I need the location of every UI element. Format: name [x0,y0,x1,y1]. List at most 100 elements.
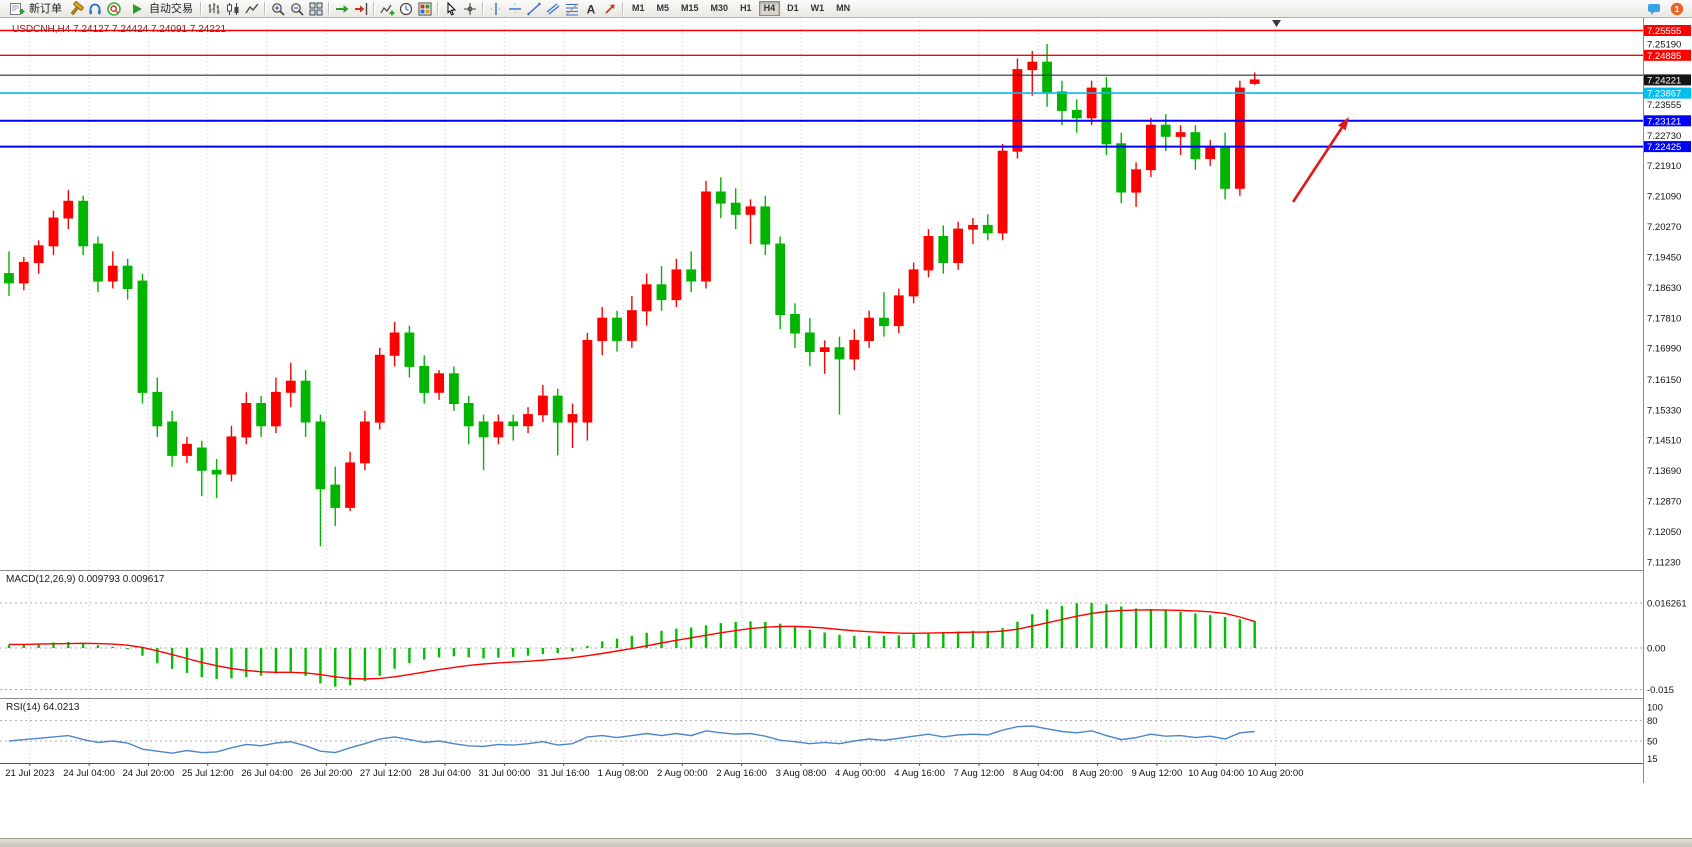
svg-text:7.11230: 7.11230 [1647,557,1681,568]
svg-text:9 Aug 12:00: 9 Aug 12:00 [1132,768,1183,779]
timeframe-mn[interactable]: MN [836,3,851,13]
auto-trading-button-label: 自动交易 [149,2,193,15]
headset-icon[interactable] [85,1,104,17]
timeframe-m15[interactable]: M15 [681,3,699,13]
candles [4,44,1260,547]
svg-text:7.13690: 7.13690 [1647,466,1681,477]
auto-trading-button[interactable]: 自动交易 [123,1,197,17]
svg-text:0.016261: 0.016261 [1647,599,1687,610]
bar-chart-icon[interactable] [204,1,223,17]
time-axis[interactable]: 21 Jul 2023 24 Jul 04:00 24 Jul 20:00 25 Ju… [5,763,1304,779]
svg-text:7.23555: 7.23555 [1647,100,1681,111]
zoom-in-icon[interactable] [268,1,287,17]
macd-panel: MACD(12,26,9) 0.009793 0.009617 [0,574,1643,690]
toolbar-separator [437,2,438,15]
chart-title: USDCNH,H4 7.24127 7.24424 7.24091 7.2422… [12,24,226,35]
svg-text:-0.015: -0.015 [1647,685,1674,696]
svg-text:50: 50 [1647,737,1658,748]
vertical-line-icon[interactable] [486,1,505,17]
svg-text:A: A [586,2,595,16]
crosshair-icon[interactable] [460,1,479,17]
notification-icon[interactable]: 1 [1667,1,1686,17]
text-icon[interactable]: A [581,1,600,17]
zoom-out-icon[interactable] [287,1,306,17]
line-chart-icon[interactable] [242,1,261,17]
new-order-button[interactable]: 新订单 [3,1,66,17]
svg-text:31 Jul 16:00: 31 Jul 16:00 [538,768,590,779]
toolbar-separator [200,2,201,15]
rsi-label: RSI(14) 64.0213 [6,702,80,713]
rsi-line [8,725,1255,754]
periods-icon[interactable] [396,1,415,17]
timeframe-m30[interactable]: M30 [710,3,729,13]
svg-text:80: 80 [1647,716,1658,727]
macd-label: MACD(12,26,9) 0.009793 0.009617 [6,574,165,585]
chart-canvas[interactable]: MACD(12,26,9) 0.009793 0.009617 RSI(14) 6… [0,17,1692,783]
hammer-icon[interactable] [66,0,85,17]
svg-text:7.14510: 7.14510 [1647,436,1681,447]
svg-text:7.24221: 7.24221 [1647,75,1681,86]
svg-text:7.24885: 7.24885 [1647,51,1681,62]
timeframe-w1[interactable]: W1 [810,3,825,13]
svg-text:31 Jul 00:00: 31 Jul 00:00 [479,768,531,779]
red-up-arrow[interactable] [1291,117,1349,203]
svg-text:7.15330: 7.15330 [1647,405,1681,416]
svg-text:2 Aug 16:00: 2 Aug 16:00 [716,768,767,779]
svg-text:0.00: 0.00 [1647,644,1666,655]
timeframe-m1[interactable]: M1 [632,3,645,13]
macd-signal-line [9,609,1255,680]
timeframe-m5[interactable]: M5 [656,3,670,13]
cursor-icon[interactable] [441,1,460,17]
toolbar-separator [482,2,483,15]
time-grid [29,17,1277,763]
channel-icon[interactable] [543,1,562,17]
toolbar-separator [622,2,623,15]
auto-scroll-icon[interactable] [332,1,351,17]
svg-text:7.22730: 7.22730 [1647,131,1681,142]
price-tag [1644,87,1691,99]
rsi-panel: RSI(14) 64.0213 [0,702,1643,754]
svg-text:24 Jul 04:00: 24 Jul 04:00 [63,768,115,779]
arrows-icon[interactable] [600,1,619,17]
svg-text:10 Aug 04:00: 10 Aug 04:00 [1188,768,1244,779]
toolbar-main: 新订单 自动交易 A M1 M5 M15 M30 H1 H4 D1 W1 MN [3,0,1644,17]
svg-text:7.25190: 7.25190 [1647,40,1681,51]
svg-text:1 Aug 08:00: 1 Aug 08:00 [598,768,649,779]
svg-text:7.17810: 7.17810 [1647,313,1681,324]
svg-text:7.23867: 7.23867 [1647,89,1681,100]
svg-text:7.12870: 7.12870 [1647,497,1681,508]
chart-shift-icon[interactable] [351,1,370,17]
svg-text:2 Aug 00:00: 2 Aug 00:00 [657,768,708,779]
toolbar-separator [373,2,374,15]
svg-text:1: 1 [1674,4,1679,14]
templates-icon[interactable] [415,1,434,17]
svg-text:8 Aug 20:00: 8 Aug 20:00 [1072,768,1123,779]
new-order-button-label: 新订单 [29,2,62,15]
price-tag [1644,74,1691,86]
timeframe-h1[interactable]: H1 [740,3,752,13]
svg-text:15: 15 [1647,754,1658,765]
horizontal-line-icon[interactable] [505,1,524,17]
tile-windows-icon[interactable] [306,1,325,17]
price-axis[interactable]: 7.25190 7.23555 7.22730 7.21910 7.21090 7.202… [1643,17,1692,783]
community-icon[interactable] [104,1,123,17]
svg-text:10 Aug 20:00: 10 Aug 20:00 [1248,768,1304,779]
toolbar: 新订单 自动交易 A M1 M5 M15 M30 H1 H4 D1 W1 MN 1 [0,0,1692,18]
svg-text:7.19450: 7.19450 [1647,253,1681,264]
autotrade-play-icon [127,1,146,17]
indicators-icon[interactable] [377,1,396,17]
svg-text:26 Jul 20:00: 26 Jul 20:00 [301,768,353,779]
chat-icon[interactable] [1644,1,1663,17]
toolbar-separator [264,2,265,15]
svg-text:7.16150: 7.16150 [1647,375,1681,386]
panel-separators[interactable] [0,570,1692,764]
timeframe-h4[interactable]: H4 [758,1,781,16]
svg-text:4 Aug 16:00: 4 Aug 16:00 [894,768,945,779]
horizontal-line-objects[interactable] [0,29,1643,148]
trendline-icon[interactable] [524,1,543,17]
timeframe-d1[interactable]: D1 [787,3,799,13]
candlestick-chart-icon[interactable] [223,1,242,17]
fibonacci-icon[interactable] [562,1,581,17]
chart-shift-marker[interactable] [1272,20,1281,27]
svg-text:7.23121: 7.23121 [1647,116,1681,127]
